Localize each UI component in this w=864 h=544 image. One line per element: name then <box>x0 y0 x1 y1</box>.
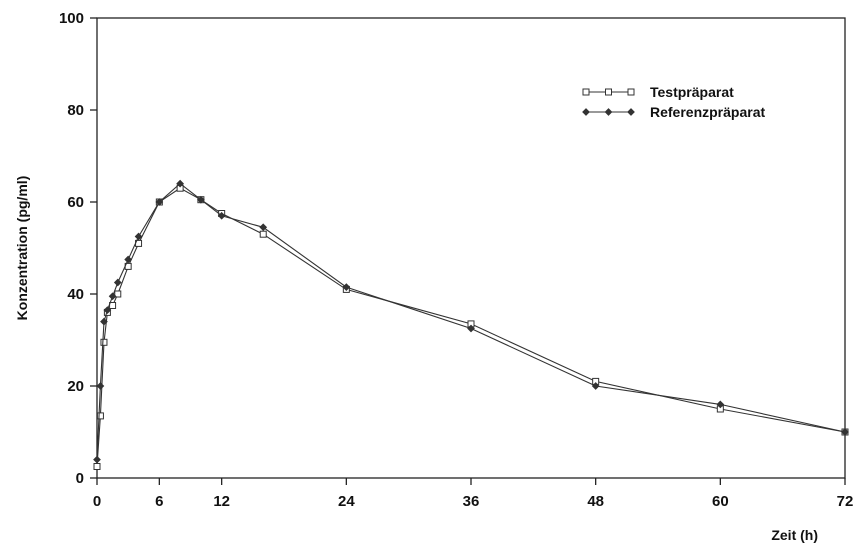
y-tick-label: 100 <box>59 10 84 27</box>
x-tick-label: 72 <box>837 493 854 510</box>
y-axis-title: Konzentration (pg/ml) <box>14 176 30 321</box>
data-point-diamond <box>155 198 164 206</box>
legend: Testpräparat Referenzpräparat <box>582 84 765 120</box>
data-point-square <box>259 230 267 238</box>
data-point-square <box>96 412 104 420</box>
x-tick-label: 36 <box>463 493 480 510</box>
series-1 <box>93 179 849 464</box>
y-tick-label: 40 <box>67 286 84 303</box>
series-line-0 <box>96 187 846 467</box>
data-point-diamond <box>103 306 112 314</box>
data-point-diamond <box>124 255 133 264</box>
y-tick-label: 20 <box>67 378 84 395</box>
x-tick-label: 6 <box>155 493 163 510</box>
data-point-diamond <box>467 324 475 333</box>
data-point-diamond <box>108 292 117 301</box>
data-point-diamond <box>342 283 351 291</box>
legend-marker <box>627 88 635 96</box>
x-axis-ticks: 0 6 12 24 36 48 60 72 <box>93 478 854 510</box>
data-point-diamond <box>259 223 268 232</box>
data-point-diamond <box>197 195 205 204</box>
data-point-diamond <box>591 382 600 390</box>
data-point-square <box>114 290 122 298</box>
data-point-diamond <box>217 211 226 220</box>
legend-marker <box>604 108 613 116</box>
legend-marker <box>627 108 635 116</box>
data-point-square <box>100 338 108 346</box>
data-point-diamond <box>716 400 725 409</box>
y-tick-label: 0 <box>76 470 84 487</box>
legend-entry-referenzpraeparat: Referenzpräparat <box>582 104 765 120</box>
data-point-diamond <box>113 278 122 287</box>
legend-marker <box>582 108 590 116</box>
legend-label-referenzpraeparat: Referenzpräparat <box>650 104 765 120</box>
x-axis-title: Zeit (h) <box>771 527 818 543</box>
data-point-diamond <box>100 317 108 326</box>
data-point-diamond <box>134 232 143 241</box>
x-tick-label: 12 <box>213 493 230 510</box>
legend-marker <box>605 88 612 96</box>
legend-marker <box>582 88 590 96</box>
data-point-diamond <box>93 455 101 464</box>
y-tick-label: 60 <box>67 194 84 211</box>
x-tick-label: 24 <box>338 493 355 510</box>
data-point-diamond <box>176 179 184 188</box>
data-point-square <box>93 463 101 470</box>
legend-entry-testpraeparat: Testpräparat <box>582 84 734 100</box>
y-tick-label: 80 <box>67 102 84 119</box>
data-point-diamond <box>841 428 849 436</box>
x-tick-label: 48 <box>587 493 604 510</box>
legend-label-testpraeparat: Testpräparat <box>650 84 734 100</box>
y-axis-ticks: 0 20 40 60 80 100 <box>59 10 97 487</box>
series-group <box>93 179 849 470</box>
x-tick-label: 0 <box>93 493 101 510</box>
data-point-diamond <box>96 382 105 390</box>
x-tick-label: 60 <box>712 493 729 510</box>
